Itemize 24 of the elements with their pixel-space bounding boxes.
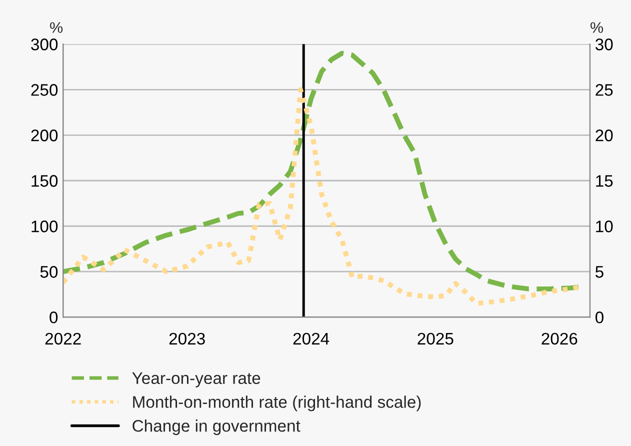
y2-axis-title: % bbox=[590, 22, 604, 33]
y2-tick-label: 20 bbox=[596, 130, 613, 142]
y2-tick-label: 30 bbox=[595, 38, 613, 50]
x-tick-label: 2025 bbox=[418, 332, 454, 345]
y2-tick-label: 0 bbox=[595, 312, 604, 324]
x-tick-label: 2024 bbox=[293, 332, 330, 345]
y2-tick-label: 25 bbox=[596, 84, 613, 96]
y-axis-title: % bbox=[50, 22, 63, 33]
y2-tick-label: 15 bbox=[596, 175, 613, 187]
y-tick-label: 250 bbox=[31, 84, 58, 96]
legend-label: Change in government bbox=[132, 420, 300, 436]
legend-label: Year-on-year rate bbox=[132, 372, 260, 388]
x-tick-label: 2022 bbox=[45, 332, 81, 345]
y-tick-label: 50 bbox=[40, 266, 58, 278]
y2-tick-label: 10 bbox=[596, 220, 613, 232]
y-tick-label: 300 bbox=[31, 38, 58, 50]
y2-tick-label: 5 bbox=[596, 266, 604, 278]
x-tick-label: 2026 bbox=[542, 332, 578, 345]
y-tick-label: 0 bbox=[50, 312, 58, 324]
legend-label: Month-on-month rate (right-hand scale) bbox=[133, 396, 421, 412]
y-tick-label: 200 bbox=[31, 130, 58, 142]
y-tick-label: 100 bbox=[32, 220, 58, 232]
x-tick-label: 2023 bbox=[169, 332, 205, 345]
y-tick-label: 150 bbox=[32, 175, 58, 187]
